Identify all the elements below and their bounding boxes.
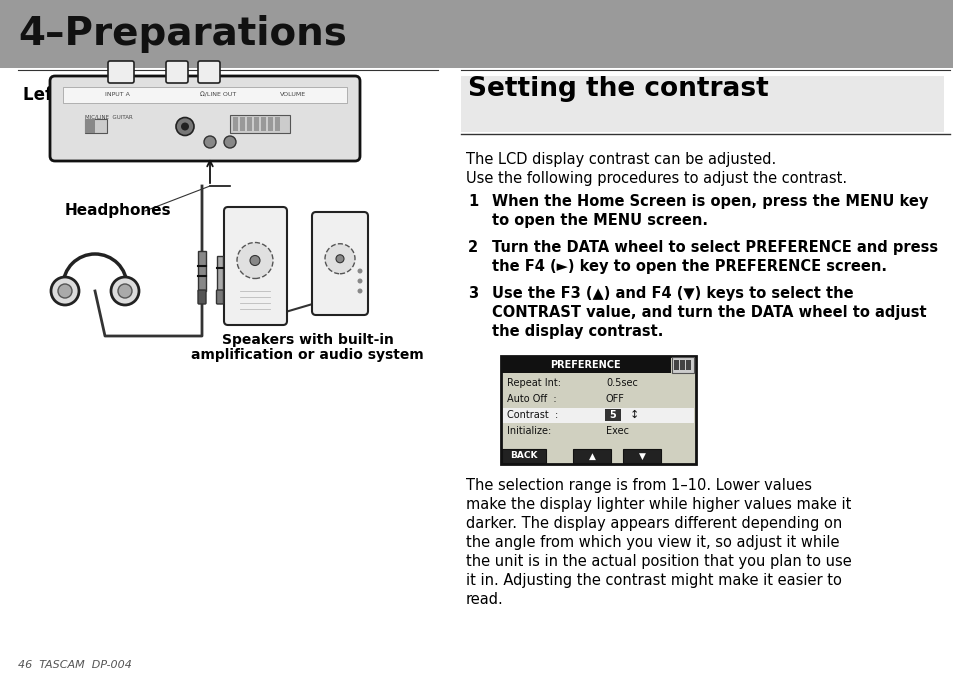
Text: INPUT A: INPUT A	[105, 92, 130, 97]
Bar	[216, 256, 223, 291]
Bar	[501, 449, 545, 463]
Circle shape	[224, 136, 235, 148]
FancyBboxPatch shape	[312, 212, 368, 315]
Bar	[679, 360, 684, 370]
Circle shape	[236, 243, 273, 279]
Bar	[85, 119, 95, 133]
Text: darker. The display appears different depending on: darker. The display appears different de…	[465, 516, 841, 531]
Text: Use the following procedures to adjust the contrast.: Use the following procedures to adjust t…	[465, 171, 846, 186]
Text: ▼: ▼	[638, 452, 645, 460]
Text: ↕: ↕	[629, 410, 638, 420]
Bar	[673, 360, 679, 370]
Text: 0.5sec: 0.5sec	[605, 378, 638, 388]
FancyBboxPatch shape	[224, 207, 287, 325]
Bar	[685, 360, 690, 370]
Circle shape	[357, 288, 362, 294]
Circle shape	[118, 284, 132, 298]
Bar	[247, 116, 252, 131]
Text: CONTRAST value, and turn the DATA wheel to adjust: CONTRAST value, and turn the DATA wheel …	[492, 305, 925, 320]
Circle shape	[204, 136, 215, 148]
Bar	[253, 116, 258, 131]
Text: it in. Adjusting the contrast might make it easier to: it in. Adjusting the contrast might make…	[465, 573, 841, 588]
Text: make the display lighter while higher values make it: make the display lighter while higher va…	[465, 497, 850, 512]
Text: 4–Preparations: 4–Preparations	[18, 15, 347, 53]
Text: Initialize:: Initialize:	[506, 426, 551, 436]
Text: The LCD display contrast can be adjusted.: The LCD display contrast can be adjusted…	[465, 152, 776, 167]
Text: 1: 1	[468, 194, 477, 209]
Text: Setting the contrast: Setting the contrast	[468, 76, 768, 102]
Bar	[501, 357, 670, 373]
Bar	[240, 116, 245, 131]
Bar	[671, 357, 693, 373]
Bar	[460, 76, 943, 132]
Text: 5: 5	[609, 410, 616, 420]
Bar	[85, 119, 107, 133]
Text: The selection range is from 1–10. Lower values: The selection range is from 1–10. Lower …	[465, 478, 811, 493]
Text: to open the MENU screen.: to open the MENU screen.	[492, 213, 707, 228]
Text: read.: read.	[465, 592, 503, 607]
Bar	[230, 114, 290, 133]
Text: the unit is in the actual position that you plan to use: the unit is in the actual position that …	[465, 554, 851, 569]
Circle shape	[357, 279, 362, 284]
Text: Left side panel connections: Left side panel connections	[23, 86, 280, 104]
Circle shape	[250, 256, 260, 265]
Bar	[261, 116, 266, 131]
FancyBboxPatch shape	[198, 290, 206, 304]
Text: Contrast  :: Contrast :	[506, 410, 558, 420]
Text: the angle from which you view it, so adjust it while: the angle from which you view it, so adj…	[465, 535, 839, 550]
Circle shape	[181, 122, 189, 131]
Circle shape	[335, 255, 344, 262]
Bar	[268, 116, 273, 131]
Bar	[274, 116, 280, 131]
Text: When the Home Screen is open, press the MENU key: When the Home Screen is open, press the …	[492, 194, 927, 209]
Circle shape	[175, 118, 193, 135]
Circle shape	[325, 243, 355, 274]
Circle shape	[58, 284, 71, 298]
Text: Speakers with built-in: Speakers with built-in	[221, 333, 393, 347]
Bar	[500, 356, 696, 464]
Text: Exec: Exec	[605, 426, 628, 436]
FancyBboxPatch shape	[216, 290, 223, 304]
Text: PREFERENCE: PREFERENCE	[550, 360, 620, 370]
FancyBboxPatch shape	[108, 61, 133, 83]
Bar	[0, 0, 953, 68]
Text: MIC/LINE  GUITAR: MIC/LINE GUITAR	[85, 114, 132, 120]
Bar	[502, 408, 693, 423]
Text: BACK: BACK	[510, 452, 537, 460]
Text: amplification or audio system: amplification or audio system	[191, 348, 423, 362]
Text: the F4 (►) key to open the PREFERENCE screen.: the F4 (►) key to open the PREFERENCE sc…	[492, 259, 886, 274]
Text: the display contrast.: the display contrast.	[492, 324, 662, 339]
FancyBboxPatch shape	[50, 76, 359, 161]
Bar	[573, 449, 610, 463]
Circle shape	[51, 277, 79, 305]
Text: 2: 2	[468, 240, 477, 255]
Text: Use the F3 (▲) and F4 (▼) keys to select the: Use the F3 (▲) and F4 (▼) keys to select…	[492, 286, 853, 301]
Text: Headphones: Headphones	[65, 203, 172, 218]
Text: ▲: ▲	[588, 452, 595, 460]
Bar	[198, 251, 206, 291]
Circle shape	[111, 277, 139, 305]
Text: VOLUME: VOLUME	[280, 92, 306, 97]
Text: 3: 3	[468, 286, 477, 301]
Bar	[63, 87, 347, 103]
Text: Repeat Int:: Repeat Int:	[506, 378, 560, 388]
Text: Auto Off  :: Auto Off :	[506, 394, 556, 404]
Bar	[233, 116, 237, 131]
Bar	[622, 449, 660, 463]
Bar	[604, 409, 620, 421]
FancyBboxPatch shape	[198, 61, 220, 83]
Text: 46  TASCAM  DP-004: 46 TASCAM DP-004	[18, 660, 132, 670]
FancyBboxPatch shape	[166, 61, 188, 83]
Text: Turn the DATA wheel to select PREFERENCE and press: Turn the DATA wheel to select PREFERENCE…	[492, 240, 937, 255]
Circle shape	[357, 269, 362, 273]
Text: OFF: OFF	[605, 394, 624, 404]
Text: Ω/LINE OUT: Ω/LINE OUT	[200, 92, 236, 98]
